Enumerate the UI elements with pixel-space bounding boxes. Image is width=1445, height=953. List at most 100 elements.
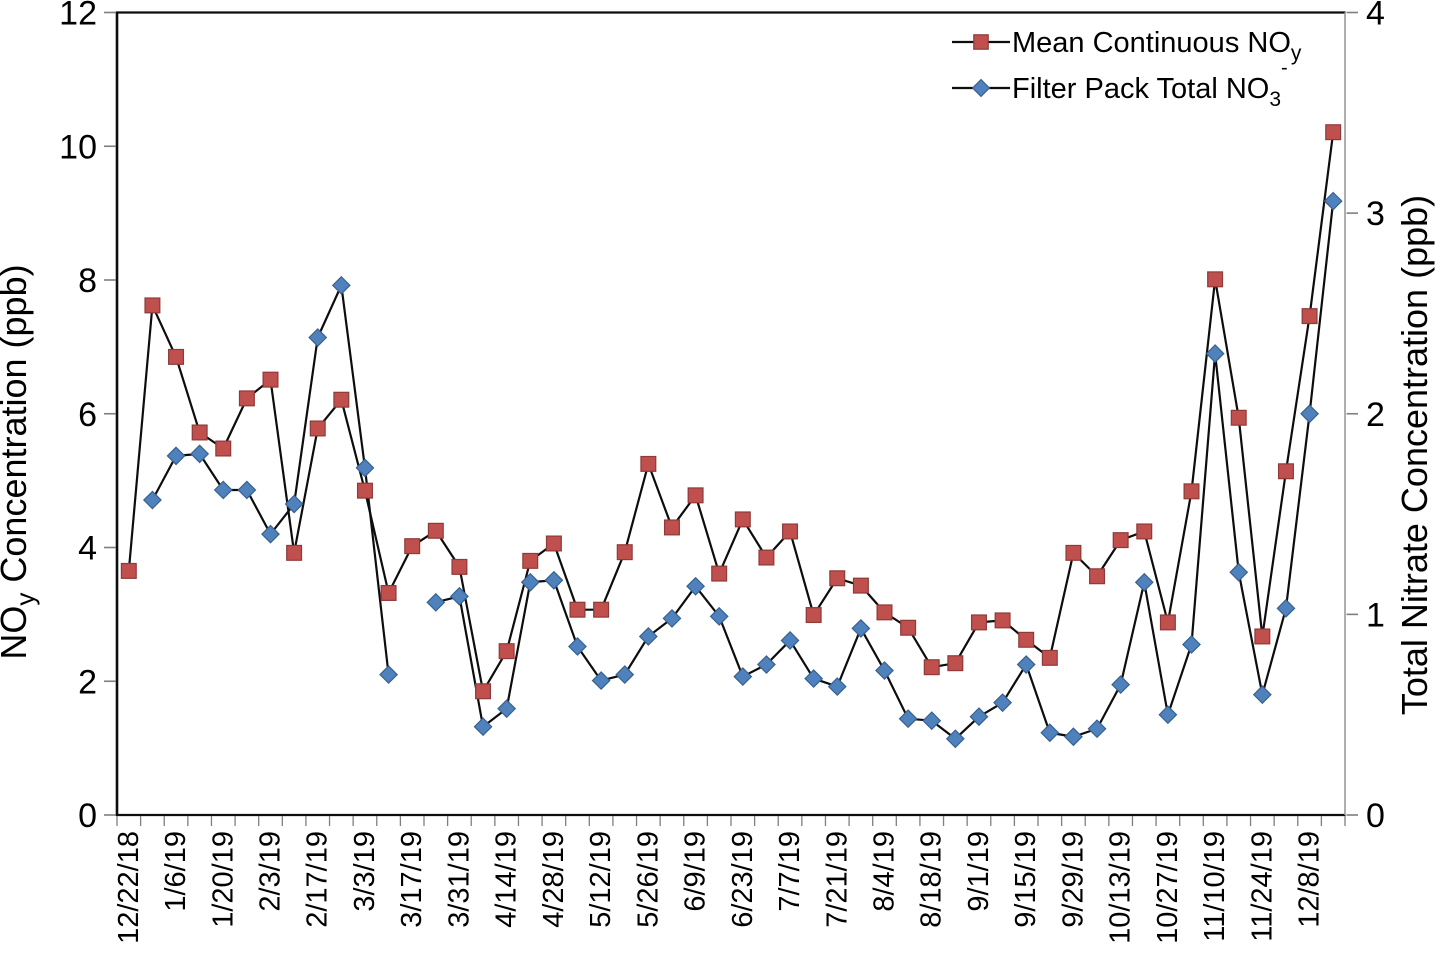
data-point-marker xyxy=(686,576,706,596)
data-point-marker xyxy=(1182,635,1201,654)
y-axis-left-tick-label: 2 xyxy=(78,663,97,701)
legend-label: Filter Pack Total NO3- xyxy=(1012,57,1288,111)
legend-item-1: Filter Pack Total NO3- xyxy=(952,57,1288,111)
data-point-marker xyxy=(615,665,635,685)
series-markers-0 xyxy=(120,124,1342,700)
data-point-marker xyxy=(355,458,375,478)
data-point-marker xyxy=(804,669,824,689)
data-point-marker xyxy=(851,618,871,638)
x-axis-tick-label: 10/27/19 xyxy=(1152,831,1184,944)
data-point-marker xyxy=(1230,409,1247,426)
data-point-marker xyxy=(545,535,562,552)
data-point-marker xyxy=(1301,308,1318,325)
x-axis-tick-label: 3/31/19 xyxy=(443,831,475,928)
x-axis-tick-label: 12/22/18 xyxy=(113,831,145,944)
data-point-marker xyxy=(1136,523,1153,540)
data-point-marker xyxy=(1040,723,1060,743)
data-point-marker xyxy=(1159,614,1176,631)
data-point-marker xyxy=(1087,719,1107,739)
x-axis-tick-label: 4/14/19 xyxy=(491,831,523,928)
x-axis-tick-label: 2/17/19 xyxy=(302,831,334,928)
data-point-marker xyxy=(1300,404,1320,424)
x-axis-tick-label: 8/4/19 xyxy=(869,831,901,912)
x-axis-tick-label: 5/26/19 xyxy=(632,831,664,928)
data-point-marker xyxy=(711,565,728,582)
data-point-marker xyxy=(1183,483,1200,500)
data-point-marker xyxy=(970,614,987,631)
data-point-marker xyxy=(640,455,657,472)
data-point-marker xyxy=(522,552,539,569)
data-point-marker xyxy=(569,601,586,618)
data-point-marker xyxy=(1016,655,1036,674)
data-point-marker xyxy=(451,558,468,575)
data-point-marker xyxy=(1276,598,1296,618)
x-axis-tick-label: 3/17/19 xyxy=(396,831,428,928)
data-point-marker xyxy=(404,538,421,555)
data-point-marker xyxy=(166,446,186,466)
data-point-marker xyxy=(191,424,208,441)
x-axis-tick-label: 6/9/19 xyxy=(680,831,712,912)
data-point-marker xyxy=(1252,685,1272,705)
data-point-marker xyxy=(945,729,965,749)
data-point-marker xyxy=(756,655,776,674)
data-point-marker xyxy=(591,671,611,691)
data-point-marker xyxy=(616,544,633,561)
data-point-marker xyxy=(733,667,753,687)
x-axis-tick-label: 11/10/19 xyxy=(1199,831,1231,942)
data-point-marker xyxy=(544,570,564,590)
data-point-marker xyxy=(780,631,800,650)
data-point-marker xyxy=(238,390,255,407)
x-axis-tick-label: 10/13/19 xyxy=(1105,831,1137,944)
data-point-marker xyxy=(1111,675,1131,695)
legend-label: Mean Continuous NOy xyxy=(1012,27,1302,65)
data-point-marker xyxy=(1323,191,1343,211)
data-point-marker xyxy=(782,523,799,540)
data-point-marker xyxy=(284,494,304,514)
data-point-marker xyxy=(1229,562,1249,582)
data-point-marker xyxy=(993,693,1013,713)
data-point-marker xyxy=(593,601,610,618)
plot-area xyxy=(127,131,1335,740)
data-point-marker xyxy=(309,420,326,437)
series-line-1 xyxy=(434,199,1335,740)
x-axis-tick-label: 3/3/19 xyxy=(349,831,381,912)
legend-item-0: Mean Continuous NOy xyxy=(952,27,1302,65)
y-axis-left-tick-label: 12 xyxy=(59,0,97,33)
data-point-marker xyxy=(875,661,894,680)
data-point-marker xyxy=(947,655,964,672)
data-point-marker xyxy=(1041,649,1058,666)
data-point-marker xyxy=(687,487,704,504)
data-point-marker xyxy=(473,717,493,737)
data-point-marker xyxy=(1207,271,1224,288)
y-axis-right-tick-label: 3 xyxy=(1366,195,1385,233)
x-axis-tick-label: 7/7/19 xyxy=(774,831,806,912)
x-axis-tick-label: 8/18/19 xyxy=(916,831,948,928)
legend-marker-diamond xyxy=(971,78,991,98)
x-axis-tick-label: 11/24/19 xyxy=(1246,831,1278,942)
y-axis-left-title: NOy Concentration (ppb) xyxy=(0,264,40,659)
data-point-marker xyxy=(520,572,540,592)
data-point-marker xyxy=(922,711,942,731)
x-axis-tick-label: 9/1/19 xyxy=(963,831,995,912)
y-axis-left-tick-label: 10 xyxy=(59,128,97,166)
y-axis-right-tick-label: 2 xyxy=(1366,396,1385,434)
data-point-marker xyxy=(829,570,846,587)
data-point-marker xyxy=(237,480,257,500)
data-point-marker xyxy=(120,562,137,579)
y-axis-right-title: Total Nitrate Concentration (ppb) xyxy=(1394,195,1435,715)
data-point-marker xyxy=(379,665,399,685)
x-axis: 12/22/18 1/6/19 1/20/19 2/3/19 2/17/19 3/3/19… xyxy=(113,816,1346,944)
data-point-marker xyxy=(1018,631,1035,648)
data-point-marker xyxy=(144,297,161,314)
y-axis-left-tick-label: 8 xyxy=(78,262,97,300)
data-point-marker xyxy=(662,608,682,628)
data-point-marker xyxy=(1089,568,1106,585)
series-line-0 xyxy=(127,131,1335,693)
data-point-marker xyxy=(1112,532,1129,549)
data-point-marker xyxy=(827,677,847,697)
y-axis-right-tick-label: 4 xyxy=(1366,0,1385,33)
data-point-marker xyxy=(852,577,869,594)
data-point-marker xyxy=(213,480,233,500)
series-markers-1 xyxy=(142,191,1343,749)
